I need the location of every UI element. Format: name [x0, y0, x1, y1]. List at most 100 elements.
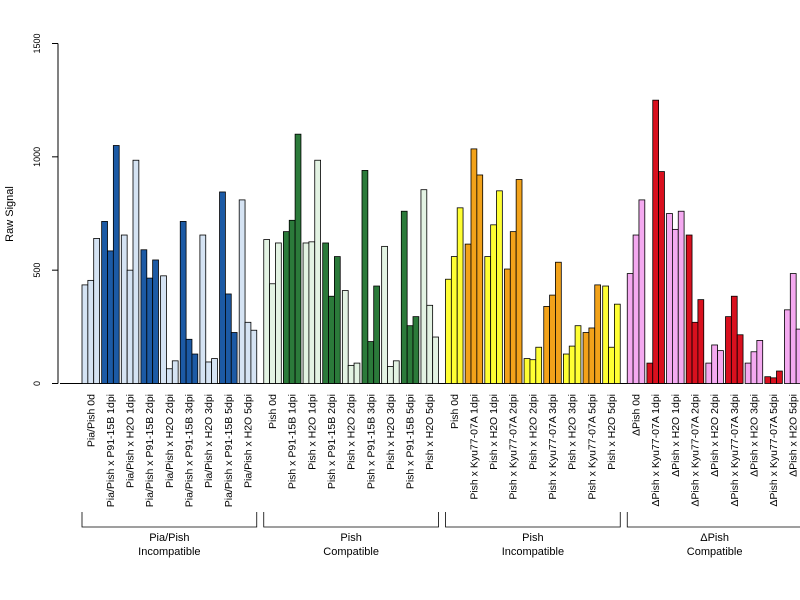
bar	[219, 191, 226, 384]
bar	[426, 304, 434, 384]
bar	[784, 309, 791, 384]
bar	[238, 199, 246, 384]
bar	[353, 362, 361, 384]
bar	[789, 273, 797, 384]
bar	[328, 295, 335, 384]
bar	[484, 256, 492, 384]
bar	[367, 341, 375, 384]
bar	[626, 273, 634, 384]
bar	[582, 332, 590, 384]
group-bracket	[263, 512, 439, 528]
bar	[230, 332, 238, 384]
bar	[685, 234, 693, 384]
bar	[400, 210, 408, 384]
x-tick-label: Pia/Pish x H2O 3dpi	[203, 394, 215, 488]
group-bracket	[445, 512, 621, 528]
bar	[381, 245, 388, 384]
bar	[294, 133, 302, 384]
bar	[574, 325, 582, 384]
x-tick-label: Pish x H2O 5dpi	[424, 394, 436, 470]
x-tick-label: ΔPish 0d	[631, 394, 643, 436]
bar	[490, 224, 497, 384]
bar	[697, 299, 705, 384]
bar	[509, 231, 517, 384]
y-axis: 0 500 1000 1500	[32, 33, 59, 386]
bar	[666, 213, 673, 384]
bar	[406, 325, 414, 384]
x-tick-label: Pish x P91-15B 2dpi	[326, 394, 338, 489]
bar	[250, 329, 258, 384]
bar	[776, 370, 783, 384]
bar	[456, 207, 464, 384]
bar	[445, 278, 452, 384]
bar	[795, 328, 800, 384]
bar	[672, 228, 679, 384]
x-tick-label: Pish x H2O 2dpi	[527, 394, 539, 470]
bar	[614, 303, 621, 384]
bar	[185, 338, 193, 384]
bar	[496, 190, 503, 384]
bar	[269, 283, 276, 384]
group-label: ΔPish	[700, 532, 729, 544]
bar	[736, 334, 744, 384]
y-tick-label: 0	[32, 381, 42, 386]
x-tick-label: ΔPish x H2O 5dpi	[788, 394, 800, 477]
bar	[322, 242, 329, 384]
bar	[535, 346, 543, 384]
group-bracket	[626, 512, 800, 528]
bar	[93, 238, 100, 384]
bar	[543, 306, 550, 384]
group-label: Compatible	[323, 546, 379, 558]
bar	[224, 293, 232, 384]
bar	[515, 179, 523, 384]
bar	[288, 219, 296, 384]
x-tick-label: Pish x Kyu77-07A 2dpi	[508, 394, 520, 500]
bar	[205, 361, 212, 384]
bar	[711, 344, 718, 384]
bar	[563, 353, 570, 384]
x-tick-label: Pia/Pish x P91-15B 3dpi	[184, 394, 196, 507]
x-tick-label: ΔPish x H2O 2dpi	[709, 394, 721, 477]
bar	[314, 159, 321, 384]
bar	[504, 268, 511, 384]
group-label: Pish	[522, 532, 543, 544]
bar	[638, 199, 646, 384]
bar	[705, 362, 713, 384]
bar	[646, 362, 654, 384]
x-tick-label: ΔPish x Kyu77-07A 1dpi	[650, 394, 662, 507]
bar	[432, 336, 439, 384]
bar	[549, 294, 556, 384]
bar	[211, 358, 218, 384]
bar	[756, 340, 764, 384]
bar	[199, 234, 207, 384]
bar	[81, 284, 89, 384]
bar	[107, 250, 114, 384]
bar	[470, 148, 478, 384]
group-label: Pia/Pish	[149, 532, 189, 544]
bar	[275, 242, 282, 384]
bar	[341, 290, 349, 384]
bar	[652, 99, 659, 384]
bar	[588, 327, 596, 384]
bar	[412, 316, 420, 384]
bar	[126, 269, 134, 384]
bar	[392, 360, 400, 384]
x-tick-label: Pish x H2O 1dpi	[306, 394, 318, 470]
bar	[140, 249, 148, 384]
bar	[120, 234, 128, 384]
bar	[602, 285, 609, 384]
bar	[146, 277, 154, 384]
bar	[333, 256, 341, 384]
bar	[608, 346, 615, 384]
group-bracket	[81, 512, 258, 528]
bar	[160, 275, 167, 384]
bar	[152, 259, 159, 384]
x-tick-label: Pia/Pish x H2O 5dpi	[242, 394, 254, 488]
y-tick-label: 500	[32, 263, 42, 278]
bar	[691, 321, 699, 384]
x-tick-label: ΔPish x H2O 1dpi	[670, 394, 682, 477]
x-tick-label: Pia/Pish x P91-15B 1dpi	[105, 394, 117, 507]
bar	[594, 284, 601, 384]
